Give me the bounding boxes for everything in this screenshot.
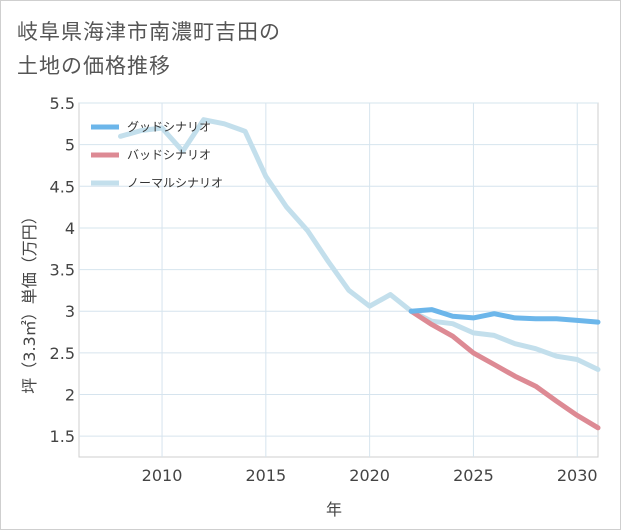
y-tick-label: 5.5 [50,94,75,113]
series-line-1 [408,308,601,431]
x-gridlines [161,103,578,457]
series-line-0 [408,307,601,325]
x-tick-label: 2020 [349,466,390,485]
title-line-2: 土地の価格推移 [17,54,171,78]
x-tick-label: 2030 [557,466,598,485]
y-tick-label: 4 [65,219,75,238]
x-tick-label: 2010 [142,466,183,485]
legend-label: グッドシナリオ [127,120,211,134]
y-tick-label: 1.5 [50,427,75,446]
chart-title: 岐阜県海津市南濃町吉田の 土地の価格推移 [17,15,377,83]
x-tick-label: 2025 [453,466,494,485]
series-line-2 [118,117,601,372]
y-gridlines [79,102,598,437]
y-tick-label: 3 [65,302,75,321]
series-lines [118,117,601,431]
x-tick-label: 2015 [245,466,286,485]
legend-label: ノーマルシナリオ [127,176,223,190]
x-tick-labels: 2010 2015 2020 2025 2030 [142,466,598,485]
y-tick-label: 2.5 [50,344,75,363]
y-tick-label: 3.5 [50,261,75,280]
y-tick-labels: 1.5 2 2.5 3 3.5 4 4.5 5 5.5 [50,94,75,446]
title-line-1: 岐阜県海津市南濃町吉田の [17,20,281,44]
y-tick-label: 5 [65,136,75,155]
y-axis-title: 坪（3.3㎡）単価（万円） [20,208,39,393]
y-tick-label: 4.5 [50,177,75,196]
x-axis-title: 年 [326,500,342,519]
y-tick-label: 2 [65,386,75,405]
legend-label: バッドシナリオ [127,148,211,162]
